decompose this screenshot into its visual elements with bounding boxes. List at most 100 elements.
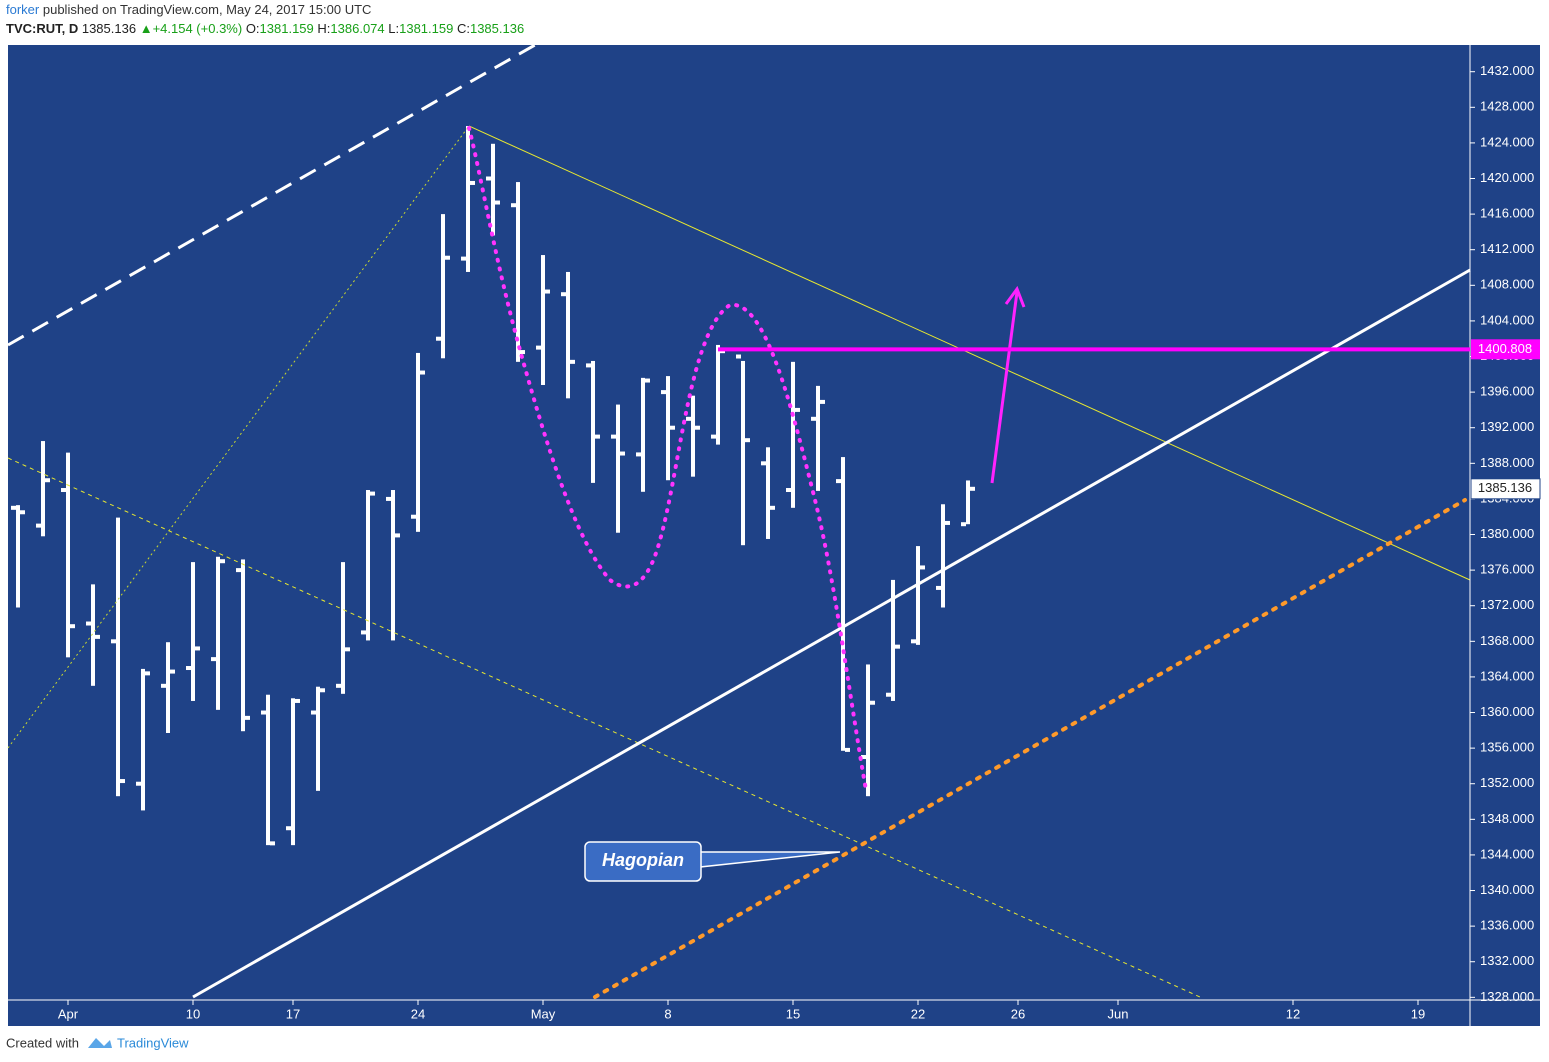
bar-close (770, 505, 775, 510)
bar-range (516, 182, 520, 362)
bar-range (291, 698, 295, 846)
l-value: 1381.159 (399, 21, 453, 36)
level-label: 1400.808 (1478, 341, 1532, 356)
bar-close (95, 634, 100, 639)
brand-logo (88, 1038, 112, 1048)
bar-close (845, 747, 850, 752)
bar-range (591, 360, 595, 483)
bar-close (945, 520, 950, 525)
bar-range (641, 377, 645, 492)
bar-range (266, 694, 270, 846)
bar-open (486, 176, 491, 181)
magenta-arrow-head (1004, 285, 1026, 308)
bar-open (211, 657, 216, 662)
x-tick-label: Apr (58, 1006, 79, 1021)
y-tick-label: 1340.000 (1480, 882, 1534, 897)
bar-close (570, 359, 575, 364)
x-tick-label: 17 (286, 1006, 300, 1021)
y-tick-label: 1412.000 (1480, 241, 1534, 256)
bar-close (370, 491, 375, 496)
bar-range (66, 452, 70, 658)
bar-close (120, 779, 125, 784)
o-label: O: (246, 21, 260, 36)
bar-open (236, 568, 241, 573)
x-tick-label: 24 (411, 1006, 425, 1021)
published: published on TradingView.com, May 24, 20… (43, 2, 372, 17)
bar-close (695, 425, 700, 430)
bar-range (941, 504, 945, 608)
bar-range (666, 376, 670, 481)
x-tick-label: 8 (664, 1006, 671, 1021)
last-price-label: 1385.136 (1478, 480, 1532, 495)
bar-range (341, 562, 345, 694)
bar-range (891, 579, 895, 701)
bar-open (711, 434, 716, 439)
bar-open (86, 621, 91, 626)
yellow-dashed-line (7, 457, 1201, 998)
bar-range (841, 457, 845, 751)
bar-range (916, 546, 920, 645)
bar-range (391, 490, 395, 641)
change: ▲+4.154 (+0.3%) (140, 21, 242, 36)
y-tick-label: 1392.000 (1480, 419, 1534, 434)
bar-range (566, 271, 570, 399)
y-tick-label: 1364.000 (1480, 668, 1534, 683)
bar-open (686, 416, 691, 421)
y-tick-label: 1388.000 (1480, 455, 1534, 470)
bar-range (141, 668, 145, 811)
header-line-1: forker published on TradingView.com, May… (6, 2, 371, 17)
bar-range (166, 642, 170, 733)
bar-range (116, 517, 120, 797)
y-tick-label: 1344.000 (1480, 846, 1534, 861)
x-tick-label: 12 (1286, 1006, 1300, 1021)
h-label: H: (317, 21, 330, 36)
dashed-channel-line (7, 43, 536, 347)
footer-brand: TradingView (117, 1035, 189, 1050)
bar-open (336, 683, 341, 688)
o-value: 1381.159 (260, 21, 314, 36)
y-tick-label: 1432.000 (1480, 63, 1534, 78)
x-tick-label: 19 (1411, 1006, 1425, 1021)
y-tick-label: 1380.000 (1480, 526, 1534, 541)
bar-open (411, 514, 416, 519)
bar-open (511, 203, 516, 208)
bar-range (466, 125, 470, 272)
author: forker (6, 2, 40, 17)
bar-close (195, 646, 200, 651)
bar-open (836, 479, 841, 484)
bar-close (170, 669, 175, 674)
bar-open (561, 292, 566, 297)
callout-box (584, 841, 702, 882)
bar-open (911, 639, 916, 644)
bar-range (691, 395, 695, 477)
bar-close (20, 510, 25, 515)
bar-open (936, 585, 941, 590)
bar-range (41, 441, 45, 537)
bar-close (345, 647, 350, 652)
y-tick-label: 1376.000 (1480, 562, 1534, 577)
bar-open (136, 781, 141, 786)
bar-close (745, 438, 750, 443)
bar-range (216, 556, 220, 710)
last-price: 1385.136 (82, 21, 136, 36)
bar-close (145, 671, 150, 676)
x-tick-label: May (531, 1006, 556, 1021)
bar-close (220, 559, 225, 564)
bar-open (861, 755, 866, 760)
plot-background (8, 45, 1540, 1026)
bar-open (636, 452, 641, 457)
bar-range (441, 214, 445, 359)
orange-dotted-line (593, 498, 1467, 999)
bar-range (91, 584, 95, 686)
bar-range (316, 686, 320, 791)
yellow-dotted-line (7, 125, 470, 749)
y-tick-label: 1424.000 (1480, 134, 1534, 149)
drawings: Hagopian (7, 43, 1471, 999)
bar-range (791, 361, 795, 508)
bar-range (716, 344, 720, 445)
bar-close (645, 378, 650, 383)
bar-close (820, 399, 825, 404)
bar-open (736, 354, 741, 359)
bar-open (36, 523, 41, 528)
